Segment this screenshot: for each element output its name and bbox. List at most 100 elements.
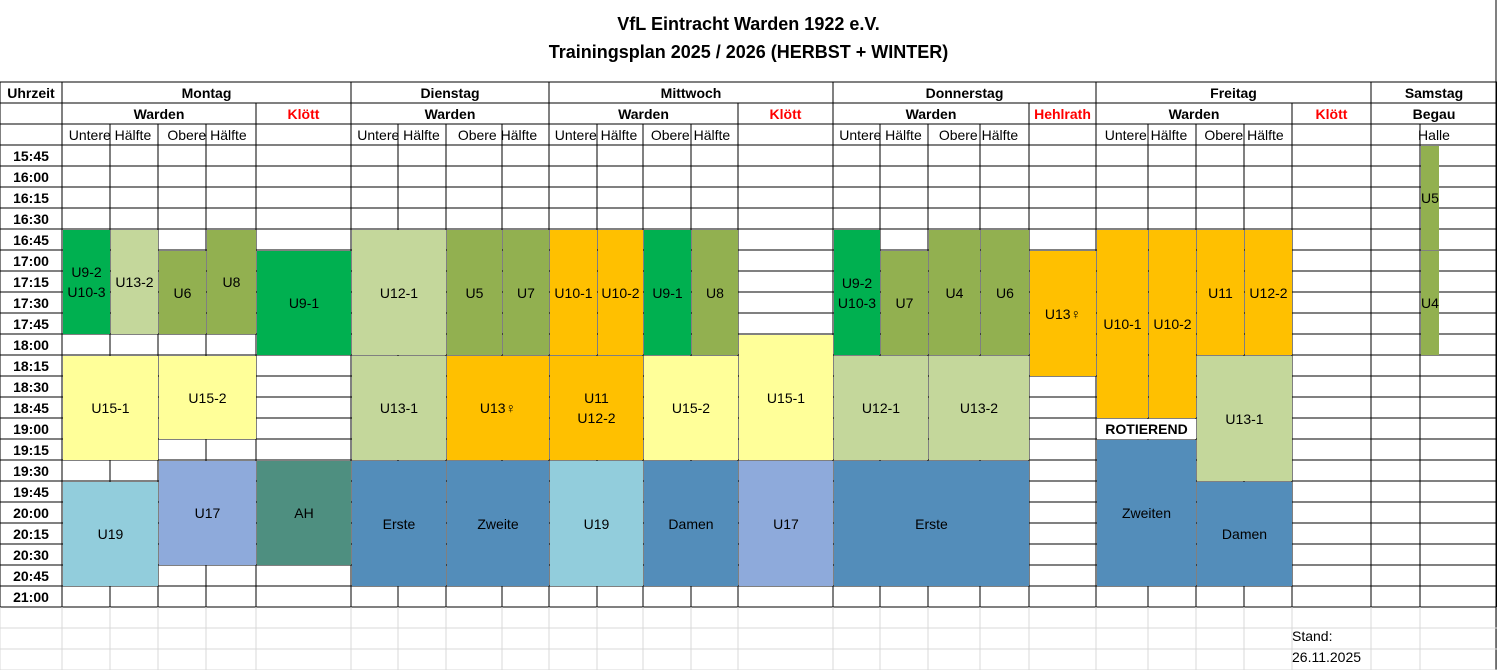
training-team-label: Zweite: [477, 515, 519, 532]
training-team-label: U9-1: [652, 284, 683, 301]
training-team-label: U10-2: [1153, 316, 1192, 332]
time-label: 17:45: [13, 315, 49, 332]
day-header: Dienstag: [420, 84, 480, 101]
training-team-label: U12-1: [379, 284, 419, 301]
training-team-label: U19: [97, 526, 124, 542]
training-team-label: U7: [895, 295, 914, 311]
training-team-label: Erste: [382, 515, 416, 532]
time-label: 16:30: [13, 210, 49, 227]
training-block: U4: [929, 230, 980, 355]
training-block: U4: [1421, 251, 1439, 355]
training-block: U9-2 U10-3: [63, 230, 110, 334]
time-label: 20:30: [13, 546, 49, 563]
half-header: Untere Hälfte: [357, 126, 440, 143]
training-team-label: Zweiten: [1121, 505, 1172, 521]
time-label: 18:30: [13, 378, 49, 395]
plan-title: Trainingsplan 2025 / 2026 (HERBST + WINT…: [548, 42, 949, 62]
training-block: Damen: [1197, 482, 1292, 586]
training-block: U19: [550, 461, 643, 586]
location-header: Warden: [618, 105, 669, 122]
training-block: U7: [503, 230, 549, 355]
training-block: U12-2: [1245, 230, 1292, 355]
half-header: Untere Hälfte: [1104, 126, 1188, 143]
club-title: VfL Eintracht Warden 1922 e.V.: [617, 14, 880, 34]
location-header: Klött: [287, 105, 320, 122]
training-team-label: Erste: [915, 515, 948, 532]
training-team-label: U8: [222, 274, 241, 290]
day-header: Donnerstag: [925, 84, 1004, 101]
training-block: U15-1: [739, 335, 833, 460]
time-label: 19:30: [13, 462, 49, 479]
training-team-label: AH: [294, 505, 314, 521]
time-label: 20:00: [13, 504, 49, 521]
time-label: 18:45: [13, 399, 49, 416]
location-header: Klött: [1315, 105, 1348, 122]
location-header: Hehlrath: [1034, 105, 1091, 122]
training-block: Damen: [644, 461, 738, 586]
training-team-label: U19: [583, 515, 610, 532]
training-team-label: U15-2: [188, 389, 227, 406]
training-team-label: Damen: [1221, 526, 1268, 542]
training-team-label: U15-1: [91, 400, 130, 416]
training-team-label: U11: [584, 390, 609, 406]
training-team-label: U13-2: [115, 274, 154, 290]
training-team-label: U13-1: [1225, 410, 1264, 427]
training-block: U10-2: [1149, 230, 1196, 418]
training-block: Erste: [352, 461, 446, 586]
training-team-label: ROTIEREND: [1105, 421, 1188, 437]
training-team-label: U17: [773, 515, 799, 532]
training-block: U19: [63, 482, 158, 586]
time-label: 19:45: [13, 483, 49, 500]
training-block: Zweiten: [1097, 440, 1196, 586]
training-team-label: U10-1: [1103, 316, 1142, 332]
title-block: VfL Eintracht Warden 1922 e.V. Trainings…: [0, 0, 1497, 82]
training-block: U15-2: [159, 356, 256, 439]
training-block: U17: [159, 461, 256, 565]
training-block: U9-1: [644, 230, 691, 355]
training-block: U12-1: [834, 356, 928, 460]
training-block: U12-1: [352, 230, 446, 355]
time-label: 18:15: [13, 357, 49, 374]
time-label: 19:15: [13, 441, 49, 458]
training-block: U13♀: [1030, 251, 1096, 376]
training-block: ROTIEREND: [1097, 419, 1196, 439]
half-header: Untere Hälfte: [554, 126, 638, 143]
half-header: Obere Hälfte: [457, 126, 538, 143]
location-header: Klött: [769, 105, 802, 122]
training-block: U15-2: [644, 356, 738, 460]
training-block: U13-1: [352, 356, 446, 460]
half-header: Obere Hälfte: [1204, 126, 1284, 143]
training-block: U17: [739, 461, 833, 586]
day-header: Freitag: [1210, 84, 1257, 101]
half-header: Halle: [1418, 126, 1450, 143]
training-block: U13-1: [1197, 356, 1292, 481]
time-label: 21:00: [13, 588, 49, 605]
time-label: 16:00: [13, 168, 49, 185]
training-team-label: U13-1: [379, 400, 419, 416]
training-team-label: U10-1: [554, 284, 593, 301]
time-label: 18:00: [13, 336, 49, 353]
training-team-label: U15-1: [766, 389, 806, 406]
half-header: Untere Hälfte: [68, 126, 152, 143]
training-team-label: U9-1: [288, 295, 320, 311]
training-team-label: U6: [996, 284, 1014, 301]
stand-date: 26.11.2025: [1292, 649, 1362, 665]
training-team-label: U7: [517, 284, 535, 301]
time-label: 17:00: [13, 252, 49, 269]
half-header: Obere Hälfte: [650, 126, 731, 143]
training-block: U6: [981, 230, 1029, 355]
training-team-label: U13-2: [959, 400, 999, 416]
training-team-label: U17: [194, 505, 221, 521]
half-header: Obere Hälfte: [167, 126, 247, 143]
time-label: 17:30: [13, 294, 49, 311]
training-team-label: Damen: [668, 515, 714, 532]
training-block: U13-2: [111, 230, 158, 334]
training-team-label: U12-2: [577, 410, 616, 426]
training-team-label: U13♀: [479, 400, 517, 416]
time-label: 17:15: [13, 273, 49, 290]
location-header: Begau: [1412, 105, 1456, 122]
time-column-header: Uhrzeit: [7, 84, 55, 101]
day-header: Samstag: [1404, 84, 1464, 101]
training-team-label: U8: [706, 284, 724, 301]
training-team-label: U5: [1421, 190, 1439, 206]
